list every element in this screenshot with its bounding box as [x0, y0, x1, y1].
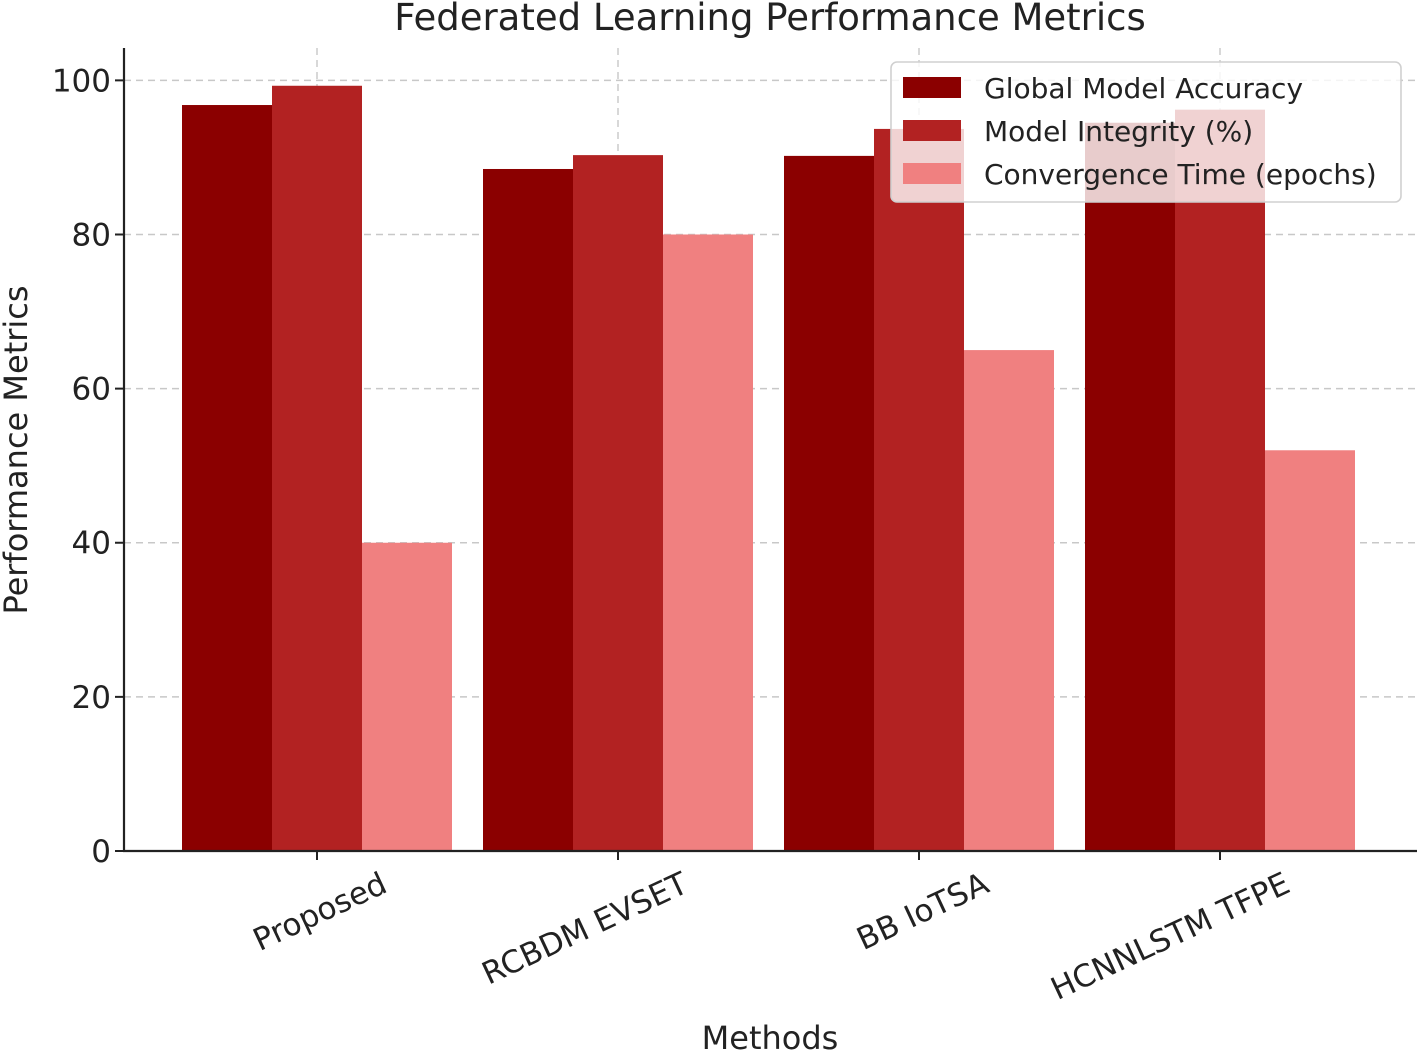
bar-hcnnlstm-tfpe-2: [1265, 450, 1355, 851]
legend-swatch: [903, 77, 961, 98]
bar-proposed-1: [272, 85, 362, 851]
legend-swatch: [903, 120, 961, 141]
x-tick-label: HCNNLSTM TFPE: [1046, 866, 1296, 1008]
y-axis-title: Performance Metrics: [0, 285, 35, 614]
y-tick-label: 20: [72, 680, 111, 716]
x-tick-label: RCBDM EVSET: [477, 865, 695, 992]
axes-layer: [122, 48, 1417, 853]
bars-layer: [182, 85, 1355, 852]
y-tick-label: 40: [72, 526, 111, 562]
bar-proposed-2: [362, 542, 452, 851]
bar-rcbdm-evset-2: [663, 234, 753, 851]
bar-bb-iotsa-2: [964, 350, 1054, 851]
bar-bb-iotsa-0: [784, 155, 874, 851]
x-axis-title: Methods: [702, 1019, 839, 1052]
x-tick-label: BB IoTSA: [851, 866, 994, 958]
x-tick-label: Proposed: [248, 866, 393, 959]
y-tick-label: 100: [52, 63, 111, 99]
chart-title: Federated Learning Performance Metrics: [394, 0, 1146, 39]
legend: Global Model Accuracy Model Integrity (%)…: [890, 61, 1402, 203]
y-tick-label: 0: [91, 834, 111, 870]
legend-label: Model Integrity (%): [984, 115, 1253, 148]
y-tick-label: 80: [72, 217, 111, 253]
bar-hcnnlstm-tfpe-1: [1175, 109, 1265, 851]
bar-hcnnlstm-tfpe-0: [1085, 122, 1175, 851]
legend-label: Convergence Time (epochs): [984, 158, 1377, 191]
y-tick-label: 60: [72, 372, 111, 408]
bar-rcbdm-evset-1: [573, 155, 663, 851]
bar-rcbdm-evset-0: [483, 168, 573, 851]
legend-swatch: [903, 163, 961, 184]
legend-box: [890, 61, 1402, 203]
bar-bb-iotsa-1: [874, 128, 964, 851]
legend-label: Global Model Accuracy: [984, 72, 1303, 105]
bar-proposed-0: [182, 105, 272, 852]
